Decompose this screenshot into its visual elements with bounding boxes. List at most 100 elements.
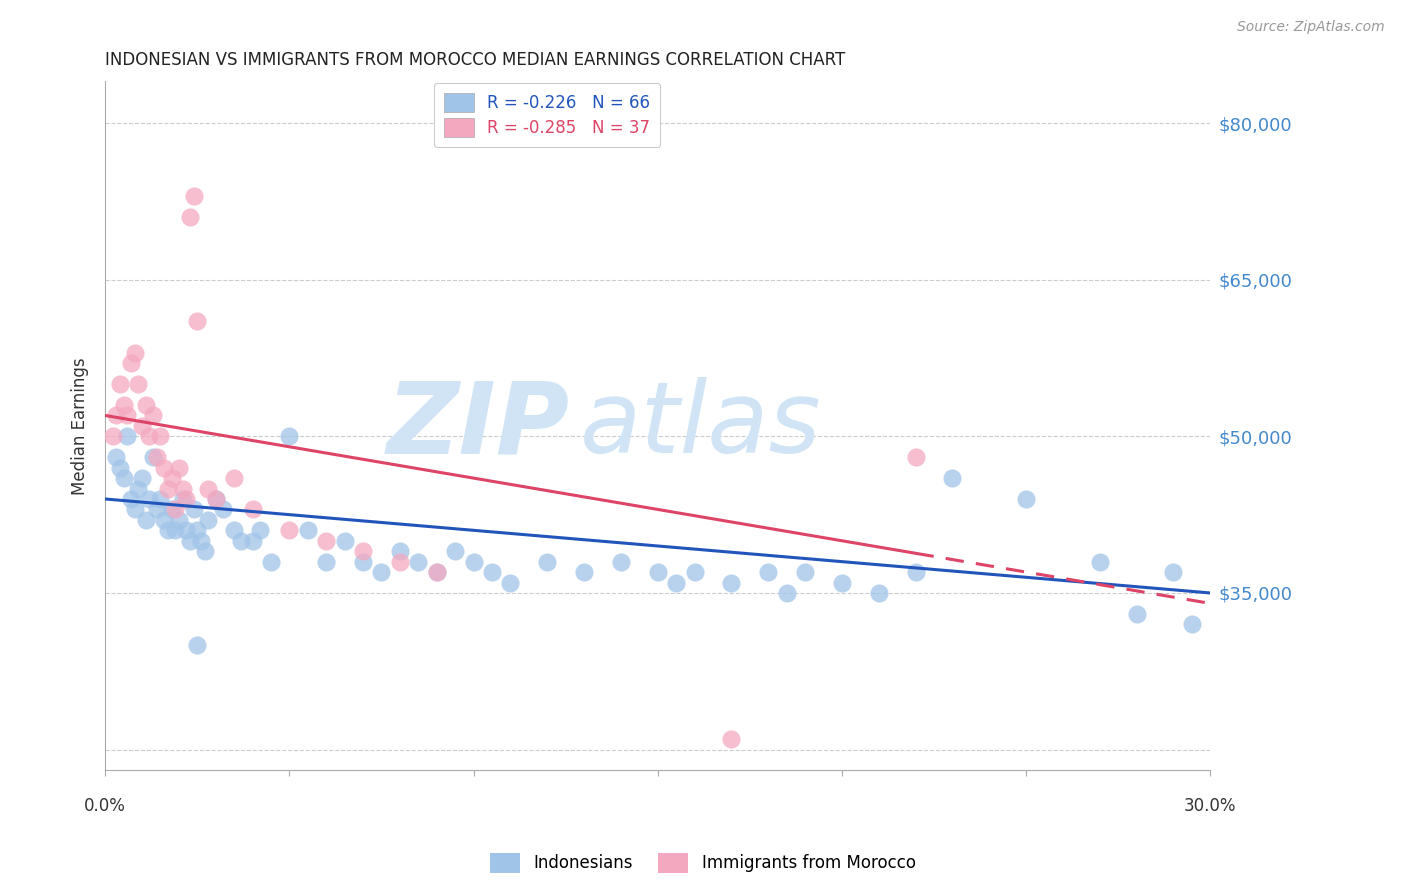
Point (167, 460, 190, 475)
Point (165, 524, 187, 538)
Point (135, 398, 157, 412)
Point (117, 409, 139, 423)
Point (167, 513, 190, 527)
Point (610, 555, 633, 569)
Point (242, 502, 264, 516)
Point (249, 524, 271, 538)
Point (278, 524, 301, 538)
Point (352, 544, 374, 558)
Point (165, 502, 187, 516)
Point (536, 555, 558, 569)
Point (135, 513, 157, 527)
Point (142, 450, 165, 465)
Point (108, 377, 131, 392)
Point (370, 565, 392, 579)
Point (190, 533, 212, 548)
Point (149, 429, 172, 443)
Point (444, 544, 467, 558)
Point (224, 471, 246, 485)
Point (408, 555, 430, 569)
Point (481, 565, 503, 579)
Point (112, 471, 135, 485)
Point (197, 482, 219, 496)
Point (174, 491, 197, 506)
Point (105, 450, 128, 465)
Point (194, 544, 217, 558)
Point (127, 482, 149, 496)
Point (174, 524, 197, 538)
Point (179, 210, 201, 224)
Legend: Indonesians, Immigrants from Morocco: Indonesians, Immigrants from Morocco (484, 847, 922, 880)
Point (720, 575, 742, 590)
Point (204, 491, 226, 506)
Point (186, 638, 208, 652)
Point (120, 491, 142, 506)
Point (127, 377, 149, 392)
Point (231, 533, 253, 548)
Point (941, 471, 963, 485)
Point (186, 524, 208, 538)
Point (388, 555, 411, 569)
Point (333, 533, 356, 548)
Point (683, 565, 706, 579)
Point (120, 356, 142, 370)
Point (131, 471, 153, 485)
Point (260, 555, 283, 569)
Point (572, 565, 595, 579)
Point (153, 460, 176, 475)
Point (138, 491, 160, 506)
Text: atlas: atlas (581, 377, 823, 475)
Point (315, 555, 337, 569)
Point (1015, 491, 1038, 506)
Legend: R = -0.226   N = 66, R = -0.285   N = 37: R = -0.226 N = 66, R = -0.285 N = 37 (434, 83, 661, 147)
Text: INDONESIAN VS IMMIGRANTS FROM MOROCCO MEDIAN EARNINGS CORRELATION CHART: INDONESIAN VS IMMIGRANTS FROM MOROCCO ME… (105, 51, 845, 69)
Point (1088, 555, 1111, 569)
Point (647, 565, 669, 579)
Point (117, 429, 139, 443)
Point (146, 450, 169, 465)
Point (124, 502, 146, 516)
Point (160, 471, 183, 485)
Point (1125, 607, 1147, 621)
Point (172, 482, 194, 496)
Point (142, 409, 165, 423)
Point (179, 533, 201, 548)
Point (756, 565, 779, 579)
Point (1163, 565, 1185, 579)
Point (105, 409, 128, 423)
Point (224, 524, 246, 538)
Point (204, 491, 226, 506)
Point (426, 565, 449, 579)
Point (108, 460, 131, 475)
Point (297, 524, 319, 538)
Text: 30.0%: 30.0% (1184, 797, 1236, 814)
Point (101, 429, 124, 443)
Point (212, 502, 235, 516)
Point (146, 502, 169, 516)
Point (426, 565, 449, 579)
Point (160, 502, 183, 516)
Point (124, 346, 146, 360)
Point (775, 586, 797, 600)
Point (315, 533, 337, 548)
Point (131, 418, 153, 433)
Point (183, 189, 205, 203)
Point (499, 575, 522, 590)
Point (463, 555, 485, 569)
Text: 0.0%: 0.0% (84, 797, 127, 814)
Point (665, 575, 688, 590)
Point (831, 575, 853, 590)
Text: ZIP: ZIP (387, 377, 569, 475)
Point (904, 450, 927, 465)
Text: Source: ZipAtlas.com: Source: ZipAtlas.com (1237, 20, 1385, 34)
Point (149, 491, 172, 506)
Point (112, 398, 135, 412)
Point (278, 429, 301, 443)
Point (172, 491, 194, 506)
Point (186, 314, 208, 328)
Point (794, 565, 817, 579)
Y-axis label: Median Earnings: Median Earnings (72, 357, 89, 495)
Point (868, 586, 890, 600)
Point (156, 482, 179, 496)
Point (156, 524, 179, 538)
